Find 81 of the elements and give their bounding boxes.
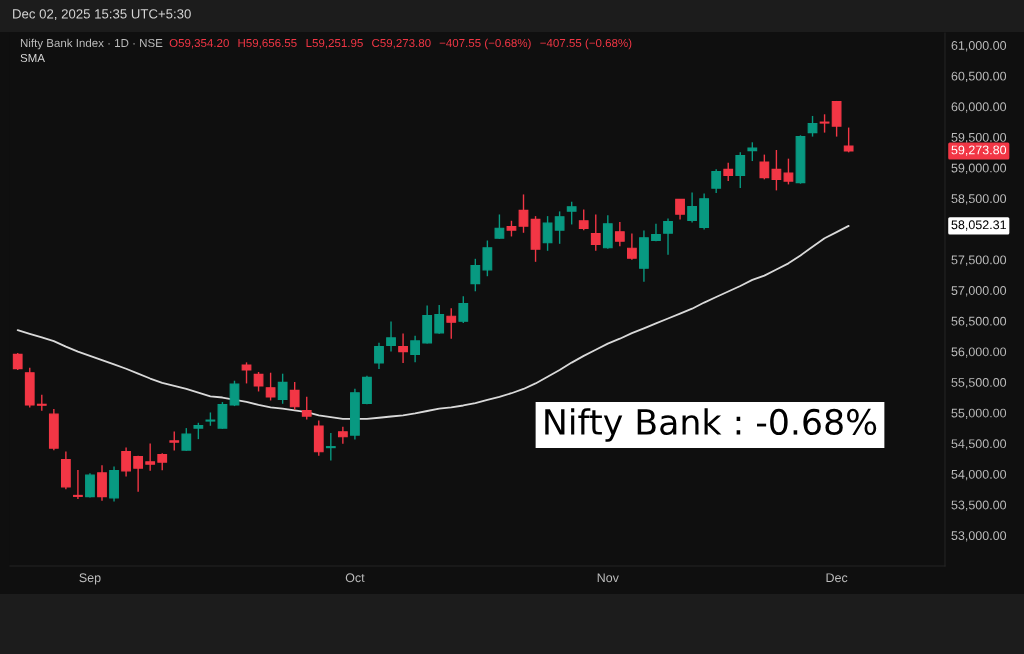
candlestick — [229, 380, 240, 407]
y-tick-label: 54,500.00 — [951, 439, 1007, 450]
candlestick — [410, 334, 421, 364]
candlestick — [85, 472, 95, 499]
candlestick — [169, 430, 180, 452]
candlestick — [542, 215, 553, 252]
annotation: −407.55 (−0.68%) — [540, 38, 632, 50]
candlestick — [133, 455, 144, 493]
candlestick — [277, 372, 288, 405]
y-tick-label: 59,500.00 — [951, 132, 1007, 144]
candlestick — [241, 361, 252, 385]
candlestick — [675, 198, 685, 221]
x-tick-label: Dec — [826, 573, 848, 583]
candlestick — [578, 208, 589, 231]
candlestick — [590, 213, 601, 252]
annotation: −407.55 (−0.68%) — [439, 38, 531, 50]
candlestick — [398, 332, 408, 364]
y-tick-label: 53,500.00 — [951, 500, 1007, 511]
annotation: L59,251.95 — [306, 38, 363, 49]
candlestick — [325, 432, 336, 462]
candlestick — [735, 151, 746, 189]
annotation: Nifty Bank : -0.68% — [545, 408, 877, 442]
candlestick — [554, 210, 565, 245]
candlestick — [217, 401, 228, 430]
y-tick-label: 61,000.00 — [951, 41, 1007, 52]
candlestick — [843, 126, 854, 154]
candlestick — [301, 396, 312, 421]
candlestick — [771, 149, 782, 192]
text: 59,273.80 — [951, 145, 1007, 156]
y-tick-label: 60,000.00 — [951, 102, 1007, 113]
candlestick — [121, 446, 131, 478]
y-tick-label: 55,500.00 — [951, 378, 1007, 389]
candlestick — [337, 426, 348, 445]
candlestick — [711, 168, 722, 194]
y-tick-label: 53,000.00 — [951, 531, 1007, 542]
candlestick — [374, 341, 384, 370]
chart-title: Nifty Bank Index · 1D · NSE — [20, 38, 163, 50]
text: 58,052.31 — [951, 220, 1006, 231]
candlestick — [626, 232, 637, 261]
y-tick-label: 57,500.00 — [951, 255, 1007, 266]
candlestick — [807, 115, 818, 138]
y-tick-label: 60,500.00 — [951, 71, 1007, 83]
candlestick — [663, 217, 673, 256]
candlestick — [518, 193, 529, 234]
annotation: H59,656.55 — [238, 38, 297, 49]
y-tick-label: 59,000.00 — [951, 163, 1007, 174]
x-tick-label: Sep — [79, 573, 101, 585]
candlestick — [614, 221, 625, 247]
candlestick — [723, 161, 734, 182]
candlestick — [470, 258, 481, 292]
x-tick-label: Oct — [345, 573, 365, 583]
candlestick — [289, 381, 300, 411]
text: SMA — [20, 53, 45, 63]
candlestick — [783, 157, 794, 186]
x-tick-label: Nov — [597, 573, 619, 583]
candlestick — [482, 239, 493, 277]
y-tick-label: 56,000.00 — [951, 347, 1007, 358]
candlestick — [566, 201, 577, 226]
candlestick — [253, 371, 264, 393]
y-tick-label: 56,500.00 — [951, 316, 1007, 328]
candlestick — [97, 464, 107, 502]
candlestick — [458, 295, 469, 324]
candlestick — [73, 469, 83, 500]
candlestick — [687, 191, 697, 224]
candlestick — [747, 141, 758, 162]
candlestick — [434, 304, 445, 335]
annotation: C59,273.80 — [372, 38, 431, 49]
text: Dec 02, 2025 15:35 UTC+5:30 — [13, 9, 191, 21]
candlestick — [265, 372, 276, 402]
candlestick — [446, 307, 457, 340]
annotation: O59,354.20 — [169, 38, 229, 49]
y-tick-label: 55,000.00 — [951, 408, 1007, 419]
y-tick-label: 58,500.00 — [951, 194, 1007, 205]
candlestick — [759, 153, 770, 181]
candlestick — [181, 427, 192, 452]
candlestick — [494, 213, 505, 240]
candlestick — [386, 320, 396, 353]
y-tick-label: 57,000.00 — [951, 286, 1007, 297]
y-tick-label: 54,000.00 — [951, 469, 1007, 481]
candlestick — [819, 113, 830, 134]
candlestick — [145, 442, 156, 472]
